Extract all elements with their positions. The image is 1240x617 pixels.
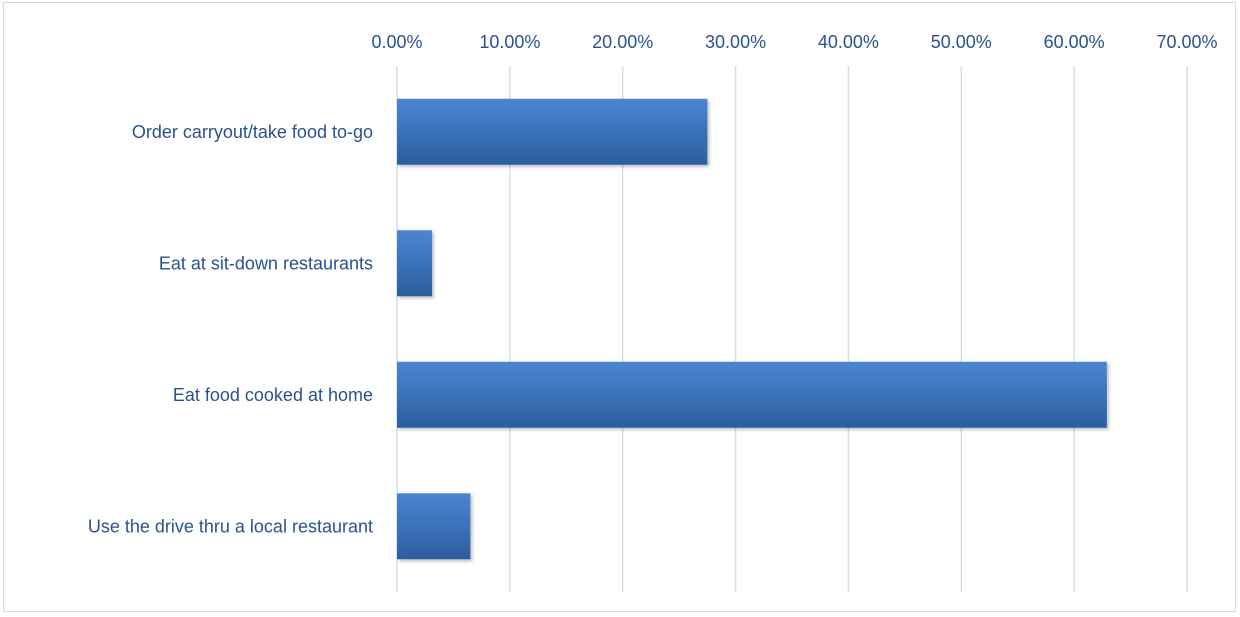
x-tick-label: 30.00% — [705, 32, 766, 52]
category-label: Eat at sit-down restaurants — [159, 253, 373, 273]
bar — [397, 230, 432, 297]
category-label: Order carryout/take food to-go — [132, 122, 373, 142]
category-label: Eat food cooked at home — [173, 385, 373, 405]
category-labels: Order carryout/take food to-go Eat at sit… — [88, 122, 373, 537]
x-tick-label: 20.00% — [592, 32, 653, 52]
x-tick-label: 60.00% — [1044, 32, 1105, 52]
x-tick-label: 70.00% — [1156, 32, 1217, 52]
x-tick-label: 0.00% — [371, 32, 422, 52]
x-tick-label: 50.00% — [931, 32, 992, 52]
category-label: Use the drive thru a local restaurant — [88, 516, 373, 536]
bar — [397, 493, 471, 560]
bar — [397, 98, 708, 165]
bars — [397, 98, 1107, 560]
bar — [397, 361, 1107, 428]
x-axis-ticks: 0.00% 10.00% 20.00% 30.00% 40.00% 50.00% 60.00… — [371, 32, 1217, 52]
x-tick-label: 10.00% — [479, 32, 540, 52]
x-tick-label: 40.00% — [818, 32, 879, 52]
